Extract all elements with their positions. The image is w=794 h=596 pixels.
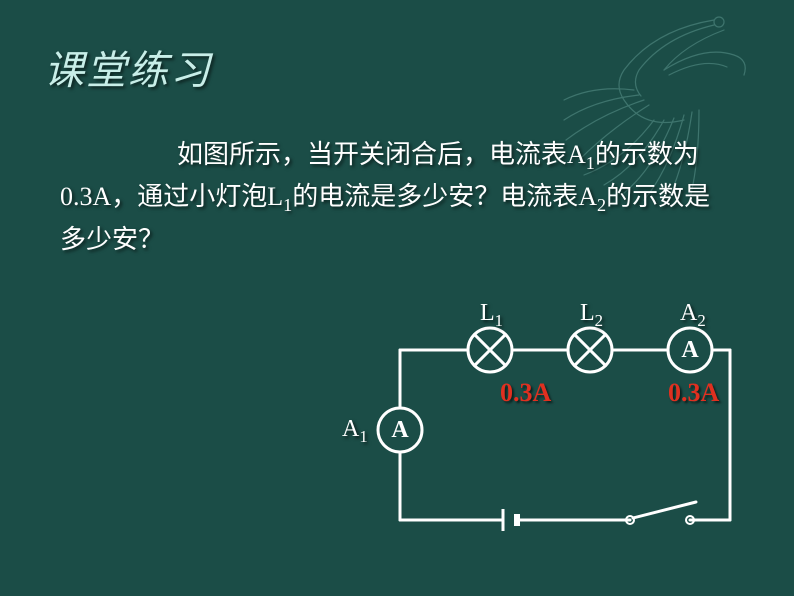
label-a2: A2 <box>680 300 706 331</box>
svg-text:A: A <box>681 337 699 363</box>
answer-a2-reading: 0.3A <box>668 378 719 408</box>
label-l2: L2 <box>580 300 603 331</box>
circuit-diagram: AA L1 L2 A2 A1 0.3A 0.3A <box>310 300 770 580</box>
label-a1: A1 <box>342 416 368 447</box>
circuit-svg: AA <box>310 300 770 580</box>
slide-title: 课堂练习 <box>44 38 212 96</box>
label-l1: L1 <box>480 300 503 331</box>
problem-text: 如图所示，当开关闭合后，电流表A1的示数为0.3A，通过小灯泡L1的电流是多少安… <box>60 135 730 259</box>
svg-text:A: A <box>391 417 409 443</box>
answer-l1-current: 0.3A <box>500 378 551 408</box>
problem-content: 如图所示，当开关闭合后，电流表A1的示数为0.3A，通过小灯泡L1的电流是多少安… <box>60 140 710 254</box>
